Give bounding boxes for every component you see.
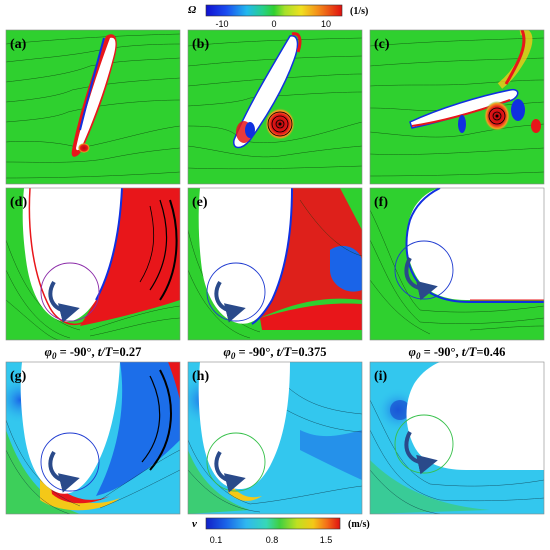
caption-right: φ0 = -90°, t/T=0.46 xyxy=(409,345,506,361)
caption-middle: φ0 = -90°, t/T=0.375 xyxy=(224,345,327,361)
panel-i: (i) xyxy=(370,362,544,514)
panel-label: (d) xyxy=(10,195,27,210)
velocity-symbol: v xyxy=(192,518,197,530)
vorticity-symbol: Ω xyxy=(188,4,197,16)
phi-symbol: φ xyxy=(409,345,416,359)
velocity-colorbar: v (m/s) 0.1 0.8 1.5 xyxy=(192,517,370,545)
vorticity-tick-max: 10 xyxy=(321,19,331,29)
panel-label: (h) xyxy=(192,369,209,384)
phase-angle: = -90°, xyxy=(420,345,461,359)
panel-d: (d) xyxy=(6,188,180,340)
panel-c: (c) xyxy=(370,30,544,184)
phase-angle: = -90°, xyxy=(56,345,97,359)
vorticity-unit: (1/s) xyxy=(350,6,368,17)
velocity-tick-mid: 0.8 xyxy=(266,535,279,545)
time-value: =0.46 xyxy=(476,345,505,359)
panel-label: (g) xyxy=(10,369,27,384)
panel-label: (b) xyxy=(192,37,209,52)
velocity-unit: (m/s) xyxy=(348,519,370,530)
panel-h: (h) xyxy=(188,362,362,514)
phi-symbol: φ xyxy=(45,345,52,359)
vorticity-colorbar: Ω (1/s) -10 0 10 xyxy=(188,4,368,29)
panel-a: (a) xyxy=(6,30,180,184)
velocity-tick-max: 1.5 xyxy=(320,535,333,545)
vorticity-colorbar-gradient xyxy=(205,4,343,17)
svg-text:φ0 = -90°, t/T=0.46: φ0 = -90°, t/T=0.46 xyxy=(409,345,506,361)
time-symbol: t/T xyxy=(462,345,478,359)
phi-symbol: φ xyxy=(224,345,231,359)
svg-text:φ0 = -90°, t/T=0.375: φ0 = -90°, t/T=0.375 xyxy=(224,345,327,361)
phi-subscript: 0 xyxy=(416,351,421,361)
time-value: =0.27 xyxy=(112,345,141,359)
panel-label: (a) xyxy=(10,37,27,52)
panel-label: (e) xyxy=(192,195,208,210)
panel-b: (b) xyxy=(188,30,362,184)
time-value: =0.375 xyxy=(291,345,326,359)
panel-e: (e) xyxy=(188,188,362,340)
vorticity-tick-mid: 0 xyxy=(271,19,276,29)
time-symbol: t/T xyxy=(98,345,114,359)
panel-label: (c) xyxy=(374,37,390,52)
panel-f: (f) xyxy=(370,188,544,340)
panel-label: (f) xyxy=(374,195,388,210)
time-symbol: t/T xyxy=(277,345,293,359)
svg-text:φ0 = -90°, t/T=0.27: φ0 = -90°, t/T=0.27 xyxy=(45,345,142,361)
vorticity-tick-min: -10 xyxy=(215,19,228,29)
phase-angle: = -90°, xyxy=(235,345,276,359)
velocity-tick-min: 0.1 xyxy=(210,535,223,545)
velocity-colorbar-gradient xyxy=(205,517,341,530)
phi-subscript: 0 xyxy=(52,351,57,361)
panel-g: (g) xyxy=(6,362,180,514)
panel-label: (i) xyxy=(374,369,388,384)
caption-left: φ0 = -90°, t/T=0.27 xyxy=(45,345,142,361)
phi-subscript: 0 xyxy=(231,351,236,361)
panel-borders xyxy=(5,29,545,515)
